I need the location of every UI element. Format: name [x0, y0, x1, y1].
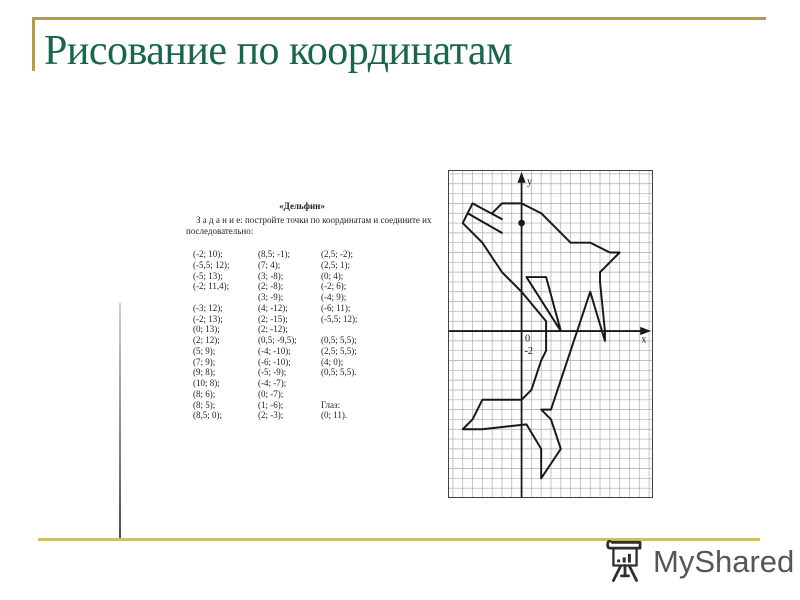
coordinate-grid-svg: y x 0 -2: [449, 171, 652, 497]
coordinate-cell: (0; -7);: [258, 388, 284, 399]
coordinate-cell: (-2; 11,4);: [193, 281, 230, 292]
coordinate-cell: (-4; 9);: [321, 292, 347, 302]
myshared-logo-text: MyShared: [653, 544, 795, 579]
coordinate-cell: (2; -8);: [258, 281, 284, 292]
coordinate-cell: (0,5; 5,5).: [321, 367, 357, 378]
coordinate-cell: (7; 4);: [258, 259, 281, 270]
coordinate-cell: (2; -3);: [258, 410, 284, 421]
coordinate-cell: (2; -12);: [258, 324, 288, 335]
coordinate-cell: (2; -15);: [258, 313, 288, 324]
coordinate-cell: [193, 292, 258, 303]
coordinate-cell: (-5; 13);: [193, 270, 223, 281]
page-title: Рисование по координатам: [44, 28, 513, 74]
coordinate-cell: (8,5; 0);: [193, 410, 222, 421]
coordinate-cell: (2,5; -2);: [321, 249, 353, 259]
coordinate-cell: (0,5; 5,5);: [321, 335, 357, 345]
myshared-logo[interactable]: MyShared: [604, 540, 794, 584]
left-accent-line: [32, 17, 35, 71]
coordinate-cell: (2,5; 5,5);: [321, 345, 357, 356]
coordinate-cell: (-5,5; 12);: [321, 313, 358, 324]
coordinate-cell: (8; 6);: [193, 388, 216, 399]
coordinate-cell: Глаз:: [321, 399, 341, 410]
bottom-accent-line: [38, 538, 760, 541]
task-line-2: последовательно:: [186, 226, 254, 236]
coordinate-cell: (0,5; -9,5);: [258, 335, 297, 345]
coordinate-cell: [321, 324, 399, 335]
coordinate-cell: (2; 12);: [193, 335, 220, 345]
coordinate-cell: (0; 4);: [321, 270, 344, 281]
coordinate-cell: (0; 13);: [193, 324, 220, 335]
coordinate-cell: [321, 389, 399, 400]
coordinate-cell: (-3; 12);: [193, 302, 223, 313]
coordinate-cell: (2,5; 1);: [321, 259, 350, 270]
myshared-logo-icon: [606, 540, 642, 582]
coordinate-cell: (-6; 11);: [321, 302, 351, 313]
task-line-1: З а д а н и е: постройте точки по коорди…: [196, 215, 432, 225]
coordinate-cell: (4; -12);: [258, 302, 288, 313]
svg-text:x: x: [641, 334, 647, 345]
coordinate-cell: (7; 9);: [193, 356, 216, 367]
coordinate-cell: (4; 0);: [321, 356, 344, 367]
coordinate-cell: (10; 8);: [193, 378, 220, 388]
coordinate-cell: (-2; 10);: [193, 249, 223, 259]
coordinate-cell: (3; -9);: [258, 292, 284, 302]
coordinates-table: (-2; 10); (8,5; -1); (2,5; -2); (-5,5; 12);…: [193, 249, 399, 421]
coordinate-cell: (8; 5);: [193, 399, 216, 410]
coordinate-cell: (1; -6);: [258, 399, 284, 410]
coordinate-cell: (-2; 13);: [193, 313, 223, 324]
top-accent-line: [32, 17, 766, 20]
coordinate-cell: (-6; -10);: [258, 356, 291, 367]
coordinate-cell: (-5; -9);: [258, 367, 287, 378]
svg-text:-2: -2: [525, 346, 534, 357]
coordinate-cell: (-4; -7);: [258, 378, 287, 388]
coordinate-cell: (-4; -10);: [258, 345, 291, 356]
coordinate-cell: [321, 378, 399, 389]
scanned-page-edge-line: [119, 303, 121, 539]
coordinate-cell: (-2; 6);: [321, 281, 347, 292]
coordinate-cell: (0; 11).: [321, 410, 348, 421]
coordinate-cell: (3; -8);: [258, 270, 284, 281]
worksheet-task: З а д а н и е: постройте точки по коорди…: [186, 215, 432, 237]
coordinate-cell: (8,5; -1);: [258, 249, 290, 259]
coordinate-cell: (5; 9);: [193, 345, 216, 356]
svg-text:0: 0: [525, 333, 530, 344]
svg-text:y: y: [527, 176, 533, 187]
coordinate-grid-figure: y x 0 -2: [448, 170, 653, 498]
worksheet-heading: «Дельфин»: [279, 201, 325, 211]
coordinate-cell: (-5,5; 12);: [193, 259, 230, 270]
coordinate-cell: (9; 8);: [193, 367, 216, 378]
